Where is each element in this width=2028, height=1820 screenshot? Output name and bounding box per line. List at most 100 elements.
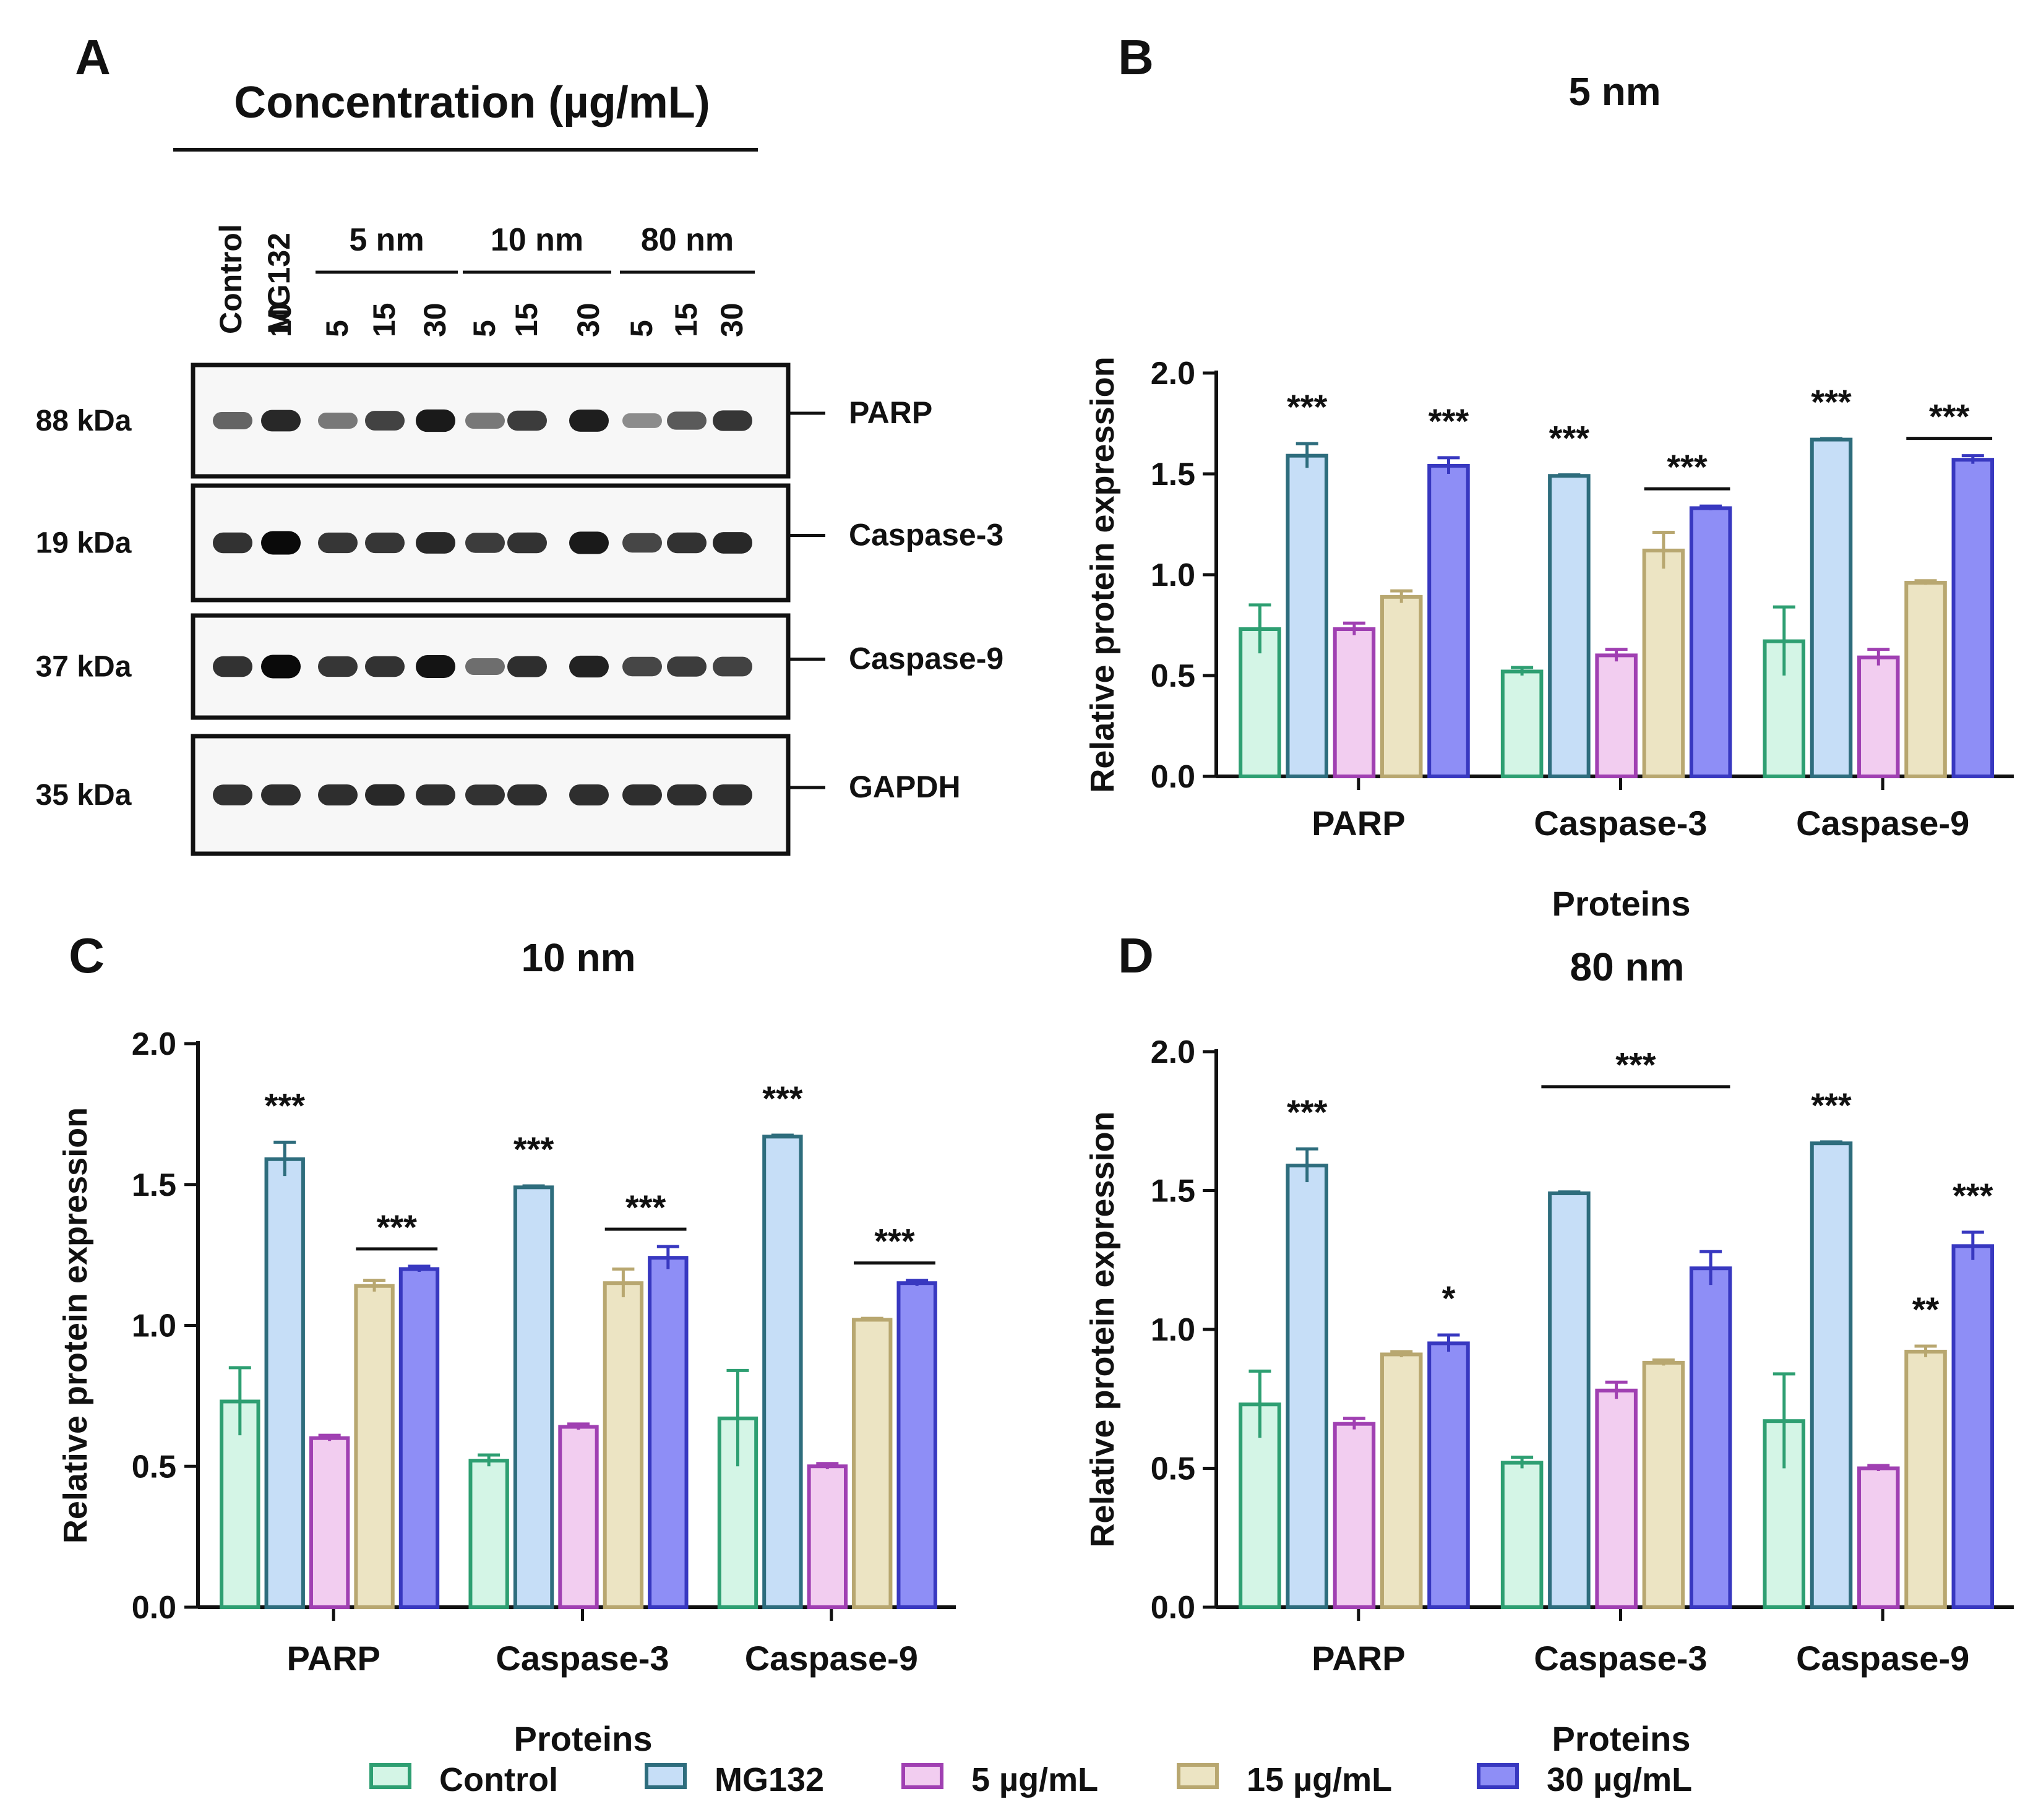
y-tick-label: 1.5 bbox=[1151, 1174, 1195, 1209]
blot-band bbox=[416, 532, 455, 554]
bar bbox=[852, 1318, 893, 1609]
lane-concentration-label: 30 bbox=[571, 303, 606, 337]
bar bbox=[1500, 1461, 1544, 1610]
blot-protein-label: PARP bbox=[849, 395, 932, 430]
bar bbox=[1427, 463, 1470, 779]
bar bbox=[1500, 669, 1544, 778]
chart-b: 5 nm 0.0 0.5 1.0 1.5 2.0 Relative protein expr… bbox=[1084, 69, 2014, 923]
bar bbox=[1689, 506, 1732, 778]
y-tick-label: 0.5 bbox=[1151, 658, 1195, 694]
x-tick-label: Caspase-9 bbox=[1796, 804, 1969, 843]
bar bbox=[468, 1459, 509, 1609]
chart-title: 10 nm bbox=[522, 935, 636, 980]
significance-label: *** bbox=[1667, 447, 1708, 486]
chart-title: 5 nm bbox=[1568, 69, 1661, 114]
legend-label: 15 µg/mL bbox=[1247, 1761, 1392, 1798]
y-tick-label: 0.0 bbox=[1151, 759, 1195, 795]
blot-band bbox=[667, 784, 707, 806]
significance-label: *** bbox=[1811, 382, 1852, 421]
x-axis-label: Proteins bbox=[1552, 884, 1690, 923]
blot-band bbox=[213, 656, 252, 677]
lane-group-label: 80 nm bbox=[641, 222, 734, 258]
bar bbox=[1951, 458, 1995, 778]
blot-band bbox=[261, 784, 301, 806]
blot-band bbox=[261, 531, 301, 555]
bar bbox=[1763, 1419, 1806, 1609]
bar bbox=[1904, 581, 1947, 778]
blot-band bbox=[465, 533, 505, 553]
x-axis-label: Proteins bbox=[513, 1719, 652, 1758]
significance-label: *** bbox=[1929, 397, 1970, 436]
y-tick-label: 1.0 bbox=[1151, 1312, 1195, 1348]
x-tick-label: Caspase-9 bbox=[745, 1639, 918, 1678]
blot-protein-label: Caspase-9 bbox=[849, 642, 1003, 676]
bar bbox=[354, 1284, 395, 1609]
blot-band bbox=[213, 532, 252, 554]
legend-label: Control bbox=[439, 1761, 558, 1798]
chart-d: 80 nm 0.0 0.5 1.0 1.5 2.0 Relative protein exp… bbox=[1084, 945, 2014, 1758]
blot-band bbox=[318, 532, 358, 554]
legend-label: MG132 bbox=[715, 1761, 824, 1798]
bar bbox=[1548, 1191, 1591, 1609]
x-axis-label: Proteins bbox=[1552, 1719, 1690, 1758]
legend-swatch bbox=[369, 1763, 411, 1789]
blot-protein-label: GAPDH bbox=[849, 770, 961, 804]
y-tick-label: 2.0 bbox=[1151, 1034, 1195, 1070]
significance-label: * bbox=[1442, 1279, 1456, 1318]
significance-label: *** bbox=[762, 1079, 803, 1118]
blot-band bbox=[318, 656, 358, 677]
blot-band bbox=[213, 784, 252, 805]
x-tick-label: PARP bbox=[286, 1639, 380, 1678]
bar bbox=[1689, 1266, 1732, 1609]
blot-band bbox=[713, 532, 752, 554]
significance-label: *** bbox=[874, 1222, 915, 1261]
bar bbox=[807, 1464, 848, 1609]
blot-band bbox=[261, 410, 301, 432]
blot-band bbox=[465, 784, 505, 805]
y-tick-label: 0.0 bbox=[132, 1590, 176, 1626]
blot-band bbox=[465, 413, 505, 429]
lane-group-label: 10 nm bbox=[491, 222, 583, 258]
blot-band bbox=[416, 655, 455, 678]
lane-concentration-label: 30 bbox=[715, 303, 749, 337]
bar bbox=[1642, 1360, 1685, 1609]
lane-concentration-label: 30 bbox=[418, 303, 452, 337]
x-tick-label: PARP bbox=[1312, 804, 1405, 843]
bar bbox=[1810, 437, 1853, 778]
significance-label: *** bbox=[1287, 1092, 1328, 1131]
legend-label: 5 µg/mL bbox=[971, 1761, 1098, 1798]
y-tick-label: 1.0 bbox=[1151, 557, 1195, 593]
significance-label: *** bbox=[1615, 1045, 1656, 1084]
blot-header: Concentration (µg/mL) bbox=[234, 78, 710, 127]
blot-band bbox=[713, 410, 752, 431]
blot-band bbox=[569, 410, 609, 432]
significance-label: *** bbox=[625, 1188, 666, 1227]
blot-band bbox=[213, 411, 252, 430]
lane-concentration-label: 5 bbox=[467, 320, 502, 337]
bar bbox=[1333, 1422, 1376, 1609]
legend: Control MG132 5 µg/mL 15 µg/mL 30 µg/mL bbox=[369, 1761, 1692, 1798]
bar bbox=[1595, 653, 1638, 779]
bar bbox=[648, 1256, 689, 1610]
bar bbox=[1810, 1141, 1853, 1610]
y-tick-label: 2.0 bbox=[132, 1026, 176, 1062]
blot-protein-label: Caspase-3 bbox=[849, 518, 1003, 552]
blot-band bbox=[622, 533, 662, 553]
lane-group-label: 5 nm bbox=[349, 222, 424, 258]
blot-band bbox=[569, 784, 609, 806]
blot-band bbox=[667, 656, 707, 677]
legend-swatch bbox=[1477, 1763, 1519, 1789]
lane-concentration-label: 15 bbox=[367, 303, 402, 337]
blot-band bbox=[365, 411, 405, 431]
blot-band bbox=[416, 784, 455, 806]
legend-label: 30 µg/mL bbox=[1547, 1761, 1692, 1798]
panel-letter-c: C bbox=[69, 928, 105, 983]
y-axis-label: Relative protein expression bbox=[1084, 1111, 1121, 1547]
significance-label: *** bbox=[1549, 419, 1590, 458]
y-axis-label: Relative protein expression bbox=[57, 1107, 94, 1543]
significance-label: *** bbox=[377, 1208, 418, 1247]
panel-letters: A B C D bbox=[69, 30, 1154, 983]
y-tick-label: 0.0 bbox=[1151, 1590, 1195, 1626]
bar bbox=[1286, 453, 1328, 778]
y-tick-label: 1.0 bbox=[132, 1308, 176, 1344]
